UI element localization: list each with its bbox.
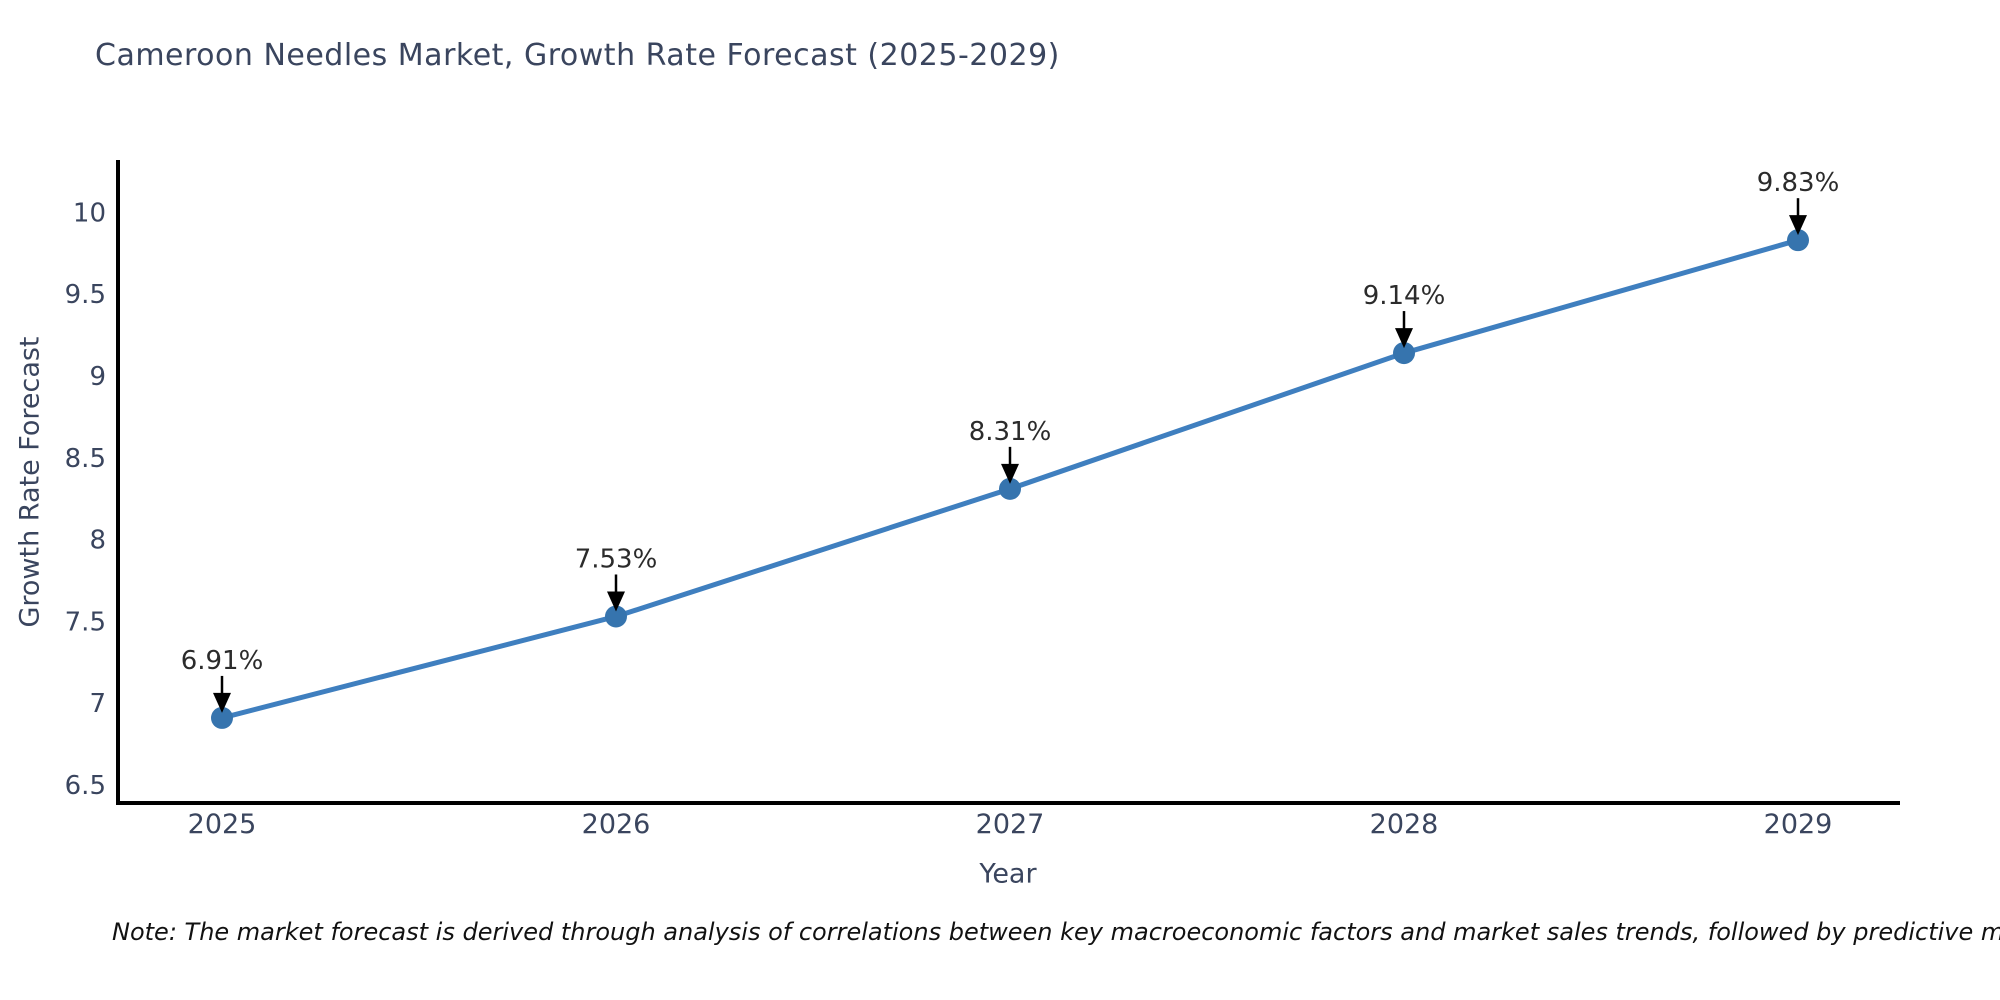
data-point-value-label: 6.91% (181, 646, 264, 676)
annotation-arrowhead-icon (607, 591, 625, 612)
annotation-arrowhead-icon (1001, 463, 1019, 484)
x-axis-title: Year (979, 858, 1037, 890)
data-point-marker (1787, 229, 1809, 252)
y-tick-label: 9.5 (65, 280, 106, 310)
annotation-arrowhead-icon (1395, 328, 1413, 349)
data-point-marker (605, 605, 627, 628)
data-point-value-label: 9.14% (1363, 281, 1446, 311)
y-tick-label: 8.5 (65, 444, 106, 474)
y-tick-label: 6.5 (65, 771, 106, 801)
y-tick-label: 8 (89, 526, 106, 556)
data-point-marker (999, 477, 1021, 500)
x-tick-label: 2027 (976, 809, 1045, 840)
annotation-arrowhead-icon (1789, 215, 1807, 236)
chart-title: Cameroon Needles Market, Growth Rate For… (95, 38, 1060, 73)
x-tick-label: 2028 (1370, 809, 1439, 840)
data-point-marker (1393, 342, 1415, 365)
y-tick-label: 7 (89, 689, 106, 719)
data-point-value-label: 8.31% (969, 417, 1052, 447)
data-point-marker (211, 706, 233, 729)
annotation-arrowhead-icon (213, 692, 231, 713)
axis-spines (116, 160, 1900, 805)
data-point-value-label: 9.83% (1757, 168, 1840, 198)
y-tick-label: 9 (89, 362, 106, 392)
x-tick-label: 2025 (188, 809, 257, 840)
x-tick-label: 2029 (1764, 809, 1833, 840)
data-point-value-label: 7.53% (575, 544, 658, 574)
footnote-text: Note: The market forecast is derived thr… (112, 918, 2000, 946)
y-tick-label: 10 (73, 198, 106, 228)
y-tick-label: 7.5 (65, 607, 106, 637)
x-tick-label: 2026 (582, 809, 651, 840)
